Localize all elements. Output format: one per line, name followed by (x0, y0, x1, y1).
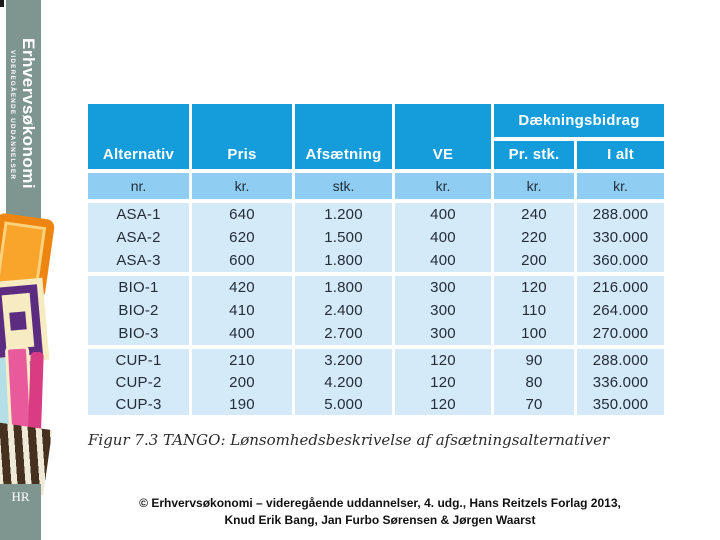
table-value: 264.000 (592, 302, 649, 319)
table-value: 400 (430, 206, 456, 223)
table-value: 4.200 (324, 373, 363, 391)
table-group-cell: 3.200 4.200 5.000 (295, 349, 392, 415)
publisher-monogram: HR (11, 489, 30, 504)
table-value: 330.000 (592, 229, 649, 246)
figure-caption: Figur 7.3 TANGO: Lønsomhedsbeskrivelse a… (88, 431, 610, 449)
table-group-cell: 120 110 100 (494, 276, 574, 345)
table-group-cell: BIO-1 BIO-2 BIO-3 (88, 276, 189, 345)
table-group-cell: 420 410 400 (192, 276, 292, 345)
series-subtitle: VIDEREGÅENDE UDDANNELSER (9, 50, 16, 181)
column-header-pris: Pris (192, 104, 292, 169)
table-value: 640 (229, 206, 255, 223)
table-value: 1.500 (324, 229, 363, 246)
table-value: 288.000 (592, 206, 649, 223)
table-value: BIO-3 (118, 325, 159, 342)
table-value: 240 (521, 206, 547, 223)
table-value: 120 (430, 351, 456, 369)
table-group-cell: CUP-1 CUP-2 CUP-3 (88, 349, 189, 415)
table-group-cell: 288.000 330.000 360.000 (577, 203, 664, 272)
table-group-cell: 300 300 300 (395, 276, 491, 345)
table-value: 620 (229, 229, 255, 246)
column-header-pr-stk: Pr. stk. (494, 141, 574, 169)
table-group-cell: 640 620 600 (192, 203, 292, 272)
copyright-footer: © Erhvervsøkonomi – videregående uddanne… (40, 495, 720, 529)
table-group-cell: 240 220 200 (494, 203, 574, 272)
table-value: ASA-1 (116, 206, 161, 223)
table-value: 410 (229, 302, 255, 319)
table-group-cell: 120 120 120 (395, 349, 491, 415)
table-group-cell: ASA-1 ASA-2 ASA-3 (88, 203, 189, 272)
table-group-cell: 288.000 336.000 350.000 (577, 349, 664, 415)
table-value: 120 (430, 373, 456, 391)
unit-cell: kr. (192, 173, 292, 199)
table-value: 300 (430, 302, 456, 319)
unit-cell: kr. (494, 173, 574, 199)
table-value: 360.000 (592, 252, 649, 269)
unit-cell: kr. (577, 173, 664, 199)
table-value: 70 (525, 395, 543, 413)
table-value: 100 (521, 325, 547, 342)
table-value: BIO-2 (118, 302, 159, 319)
table-value: 80 (525, 373, 543, 391)
table-value: CUP-2 (115, 373, 162, 391)
table-value: 400 (430, 252, 456, 269)
table-value: 2.700 (324, 325, 363, 342)
table-group-cell: 400 400 400 (395, 203, 491, 272)
corner-mark (0, 0, 4, 7)
artwork-purple-core (9, 311, 27, 331)
table-value: 200 (521, 252, 547, 269)
column-header-i-alt: I alt (577, 141, 664, 169)
table-value: 400 (430, 229, 456, 246)
table-value: 90 (525, 351, 543, 369)
table-value: CUP-3 (115, 395, 162, 413)
unit-cell: nr. (88, 173, 189, 199)
table-value: 200 (229, 373, 255, 391)
table-value: 120 (521, 279, 547, 296)
table-value: 210 (229, 351, 255, 369)
table-group-cell: 210 200 190 (192, 349, 292, 415)
table-value: CUP-1 (115, 351, 162, 369)
column-header-ve: VE (395, 104, 491, 169)
table-value: 190 (229, 395, 255, 413)
table-value: 336.000 (592, 373, 649, 391)
table-group-cell: 216.000 264.000 270.000 (577, 276, 664, 345)
column-header-alternativ: Alternativ (88, 104, 189, 169)
table-value: 220 (521, 229, 547, 246)
table-value: 120 (430, 395, 456, 413)
table-value: 400 (229, 325, 255, 342)
column-header-daekningsbidrag: Dækningsbidrag (494, 104, 664, 137)
table-group-cell: 90 80 70 (494, 349, 574, 415)
copyright-line-2: Knud Erik Bang, Jan Furbo Sørensen & Jør… (224, 513, 536, 527)
sidebar-vertical-text: Erhvervsøkonomi VIDEREGÅENDE UDDANNELSER (9, 38, 38, 189)
publisher-logo-area: HR (0, 484, 41, 540)
series-title: Erhvervsøkonomi (19, 38, 38, 190)
table-value: 288.000 (592, 351, 649, 369)
table-value: 350.000 (592, 395, 649, 413)
table-value: 110 (521, 302, 547, 319)
table-value: ASA-3 (116, 252, 161, 269)
table-value: BIO-1 (118, 279, 159, 296)
table-group-cell: 1.200 1.500 1.800 (295, 203, 392, 272)
table-value: ASA-2 (116, 229, 161, 246)
unit-cell: kr. (395, 173, 491, 199)
table-value: 3.200 (324, 351, 363, 369)
table-value: 1.200 (324, 206, 363, 223)
column-header-afsaetning: Afsætning (295, 104, 392, 169)
table-group-cell: 1.800 2.400 2.700 (295, 276, 392, 345)
table-value: 300 (430, 279, 456, 296)
table-value: 2.400 (324, 302, 363, 319)
table-value: 216.000 (592, 279, 649, 296)
table-value: 420 (229, 279, 255, 296)
profit-table: Alternativ Pris Afsætning VE Dækningsbid… (88, 104, 664, 415)
table-value: 1.800 (324, 279, 363, 296)
table-value: 270.000 (592, 325, 649, 342)
table-value: 300 (430, 325, 456, 342)
table-value: 600 (229, 252, 255, 269)
unit-cell: stk. (295, 173, 392, 199)
copyright-line-1: © Erhvervsøkonomi – videregående uddanne… (139, 496, 621, 510)
table-value: 5.000 (324, 395, 363, 413)
table-value: 1.800 (324, 252, 363, 269)
